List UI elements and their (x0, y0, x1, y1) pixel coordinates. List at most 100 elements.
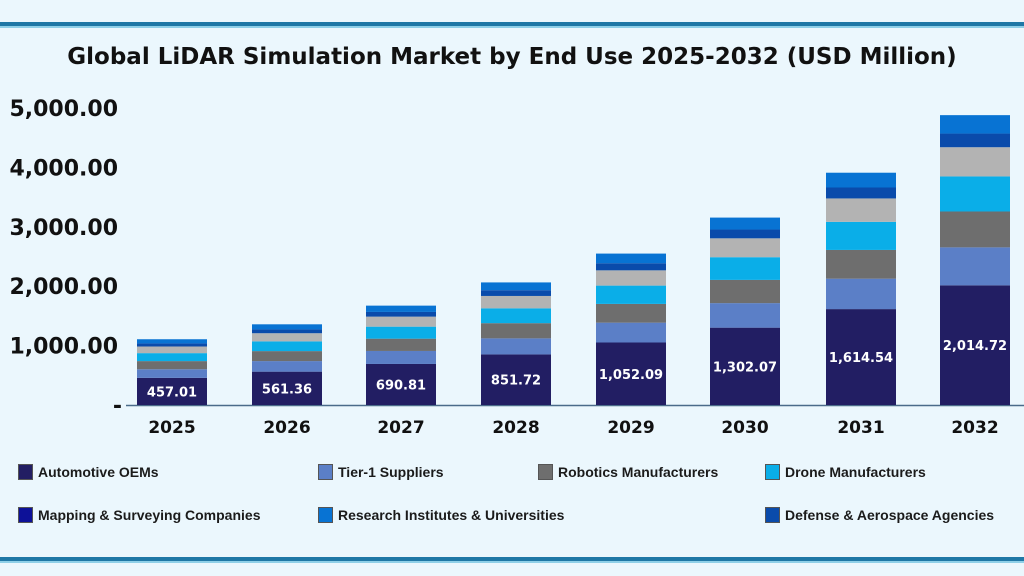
bar-segment-drone-manufacturers-2025 (137, 353, 207, 362)
legend-label: Robotics Manufacturers (558, 464, 719, 480)
legend-swatch (538, 464, 553, 480)
bar-segment-drone-manufacturers-2026 (252, 341, 322, 352)
bar-segment-tier-1-suppliers-2027 (366, 350, 436, 364)
legend-label: Tier-1 Suppliers (338, 464, 444, 480)
bar-segment-drone-manufacturers-2029 (596, 285, 666, 304)
bar-segment-robotics-manufacturers-2031 (826, 249, 896, 279)
y-tick-label: 3,000.00 (9, 216, 118, 241)
bar-segment-drone-manufacturers-2031 (826, 221, 896, 250)
y-tick-label: - (113, 394, 122, 419)
x-tick-label: 2025 (148, 418, 195, 438)
legend-item: Defense & Aerospace Agencies (765, 507, 994, 523)
bar-segment-series-4-2030 (710, 238, 780, 258)
chart-title: Global LiDAR Simulation Market by End Us… (67, 44, 957, 70)
x-tick-label: 2031 (837, 418, 884, 438)
bar-segment-research-institutes-universities-2026 (252, 324, 322, 330)
bar-segment-robotics-manufacturers-2028 (481, 323, 551, 339)
legend-label: Defense & Aerospace Agencies (785, 507, 995, 523)
data-label: 457.01 (147, 385, 197, 400)
bar-segment-automotive-oems-2028 (481, 354, 551, 405)
legend-swatch (18, 464, 33, 480)
legend-label: Research Institutes & Universities (338, 507, 565, 523)
bar-segment-defense-aerospace-agencies-2032 (940, 133, 1010, 148)
x-tick-label: 2028 (492, 418, 539, 438)
bar-segment-robotics-manufacturers-2027 (366, 338, 436, 351)
x-tick-label: 2032 (951, 418, 998, 438)
legend-item: Robotics Manufacturers (538, 464, 718, 480)
legend-label: Automotive OEMs (38, 464, 159, 480)
bar-segment-automotive-oems-2030 (710, 327, 780, 405)
y-tick-label: 1,000.00 (9, 335, 118, 360)
bar-segment-defense-aerospace-agencies-2030 (710, 229, 780, 239)
bar-segment-defense-aerospace-agencies-2026 (252, 329, 322, 334)
x-tick-label: 2027 (377, 418, 424, 438)
bar-segment-defense-aerospace-agencies-2025 (137, 343, 207, 347)
legend-label: Mapping & Surveying Companies (38, 507, 261, 523)
bar-segment-drone-manufacturers-2027 (366, 326, 436, 339)
bar-segment-tier-1-suppliers-2026 (252, 361, 322, 372)
bar-segment-series-4-2025 (137, 346, 207, 354)
x-tick-label: 2026 (263, 418, 310, 438)
legend-item: Research Institutes & Universities (318, 507, 564, 523)
bar-segment-tier-1-suppliers-2025 (137, 369, 207, 378)
bar-segment-defense-aerospace-agencies-2028 (481, 290, 551, 296)
bar-segment-series-4-2031 (826, 198, 896, 222)
bar-segment-robotics-manufacturers-2032 (940, 211, 1010, 248)
bar-segment-tier-1-suppliers-2032 (940, 247, 1010, 286)
legend-swatch (765, 464, 780, 480)
bar-segment-research-institutes-universities-2029 (596, 253, 666, 264)
bar-segment-tier-1-suppliers-2028 (481, 338, 551, 355)
bar-segment-research-institutes-universities-2027 (366, 305, 436, 312)
bar-segment-tier-1-suppliers-2029 (596, 322, 666, 343)
bar-segment-robotics-manufacturers-2025 (137, 361, 207, 370)
bar-segment-series-4-2028 (481, 295, 551, 309)
legend-item: Mapping & Surveying Companies (18, 507, 260, 523)
legend-swatch (318, 464, 333, 480)
bar-segment-robotics-manufacturers-2029 (596, 303, 666, 323)
legend-item: Drone Manufacturers (765, 464, 926, 480)
legend-swatch (318, 507, 333, 523)
stacked-bar-chart: - 1,000.00 2,000.00 3,000.00 4,000.00 5,000.0… (9, 97, 1024, 438)
y-tick-label: 4,000.00 (9, 156, 118, 181)
bar-segment-automotive-oems-2032 (940, 285, 1010, 405)
legend-item: Tier-1 Suppliers (318, 464, 444, 480)
data-label: 561.36 (262, 382, 312, 397)
bar-segment-automotive-oems-2025 (137, 377, 207, 405)
legend-swatch (765, 507, 780, 523)
data-label: 2,014.72 (943, 339, 1007, 354)
bar-segment-research-institutes-universities-2025 (137, 339, 207, 344)
bottom-rule (0, 557, 1024, 563)
x-tick-label: 2030 (721, 418, 768, 438)
bar-segment-automotive-oems-2031 (826, 309, 896, 405)
bar-segment-research-institutes-universities-2032 (940, 115, 1010, 134)
x-tick-label: 2029 (607, 418, 654, 438)
legend-item: Automotive OEMs (18, 464, 159, 480)
data-label: 851.72 (491, 374, 541, 389)
bar-segment-series-4-2029 (596, 270, 666, 286)
top-rule (0, 22, 1024, 28)
data-label: 1,052.09 (599, 368, 663, 383)
bar-segment-defense-aerospace-agencies-2027 (366, 311, 436, 317)
bar-segment-defense-aerospace-agencies-2031 (826, 187, 896, 199)
bar-segment-series-4-2032 (940, 147, 1010, 177)
bar-segment-defense-aerospace-agencies-2029 (596, 263, 666, 271)
bar-segment-robotics-manufacturers-2026 (252, 351, 322, 362)
bar-segment-automotive-oems-2026 (252, 371, 322, 405)
bar-segment-automotive-oems-2027 (366, 363, 436, 405)
bar-segment-research-institutes-universities-2028 (481, 282, 551, 291)
legend-label: Drone Manufacturers (785, 464, 926, 480)
bar-segment-drone-manufacturers-2028 (481, 308, 551, 324)
bar-segment-drone-manufacturers-2032 (940, 176, 1010, 212)
bar-segment-series-4-2026 (252, 333, 322, 342)
bar-segment-research-institutes-universities-2031 (826, 172, 896, 188)
y-tick-label: 5,000.00 (9, 97, 118, 122)
bar-segment-series-4-2027 (366, 316, 436, 327)
bar-segment-drone-manufacturers-2030 (710, 257, 780, 280)
bar-segment-tier-1-suppliers-2031 (826, 278, 896, 310)
y-tick-label: 2,000.00 (9, 275, 118, 300)
legend-swatch (18, 507, 33, 523)
bar-segment-research-institutes-universities-2030 (710, 217, 780, 230)
bar-segment-automotive-oems-2029 (596, 342, 666, 405)
bar-segment-tier-1-suppliers-2030 (710, 303, 780, 328)
data-label: 690.81 (376, 378, 426, 393)
